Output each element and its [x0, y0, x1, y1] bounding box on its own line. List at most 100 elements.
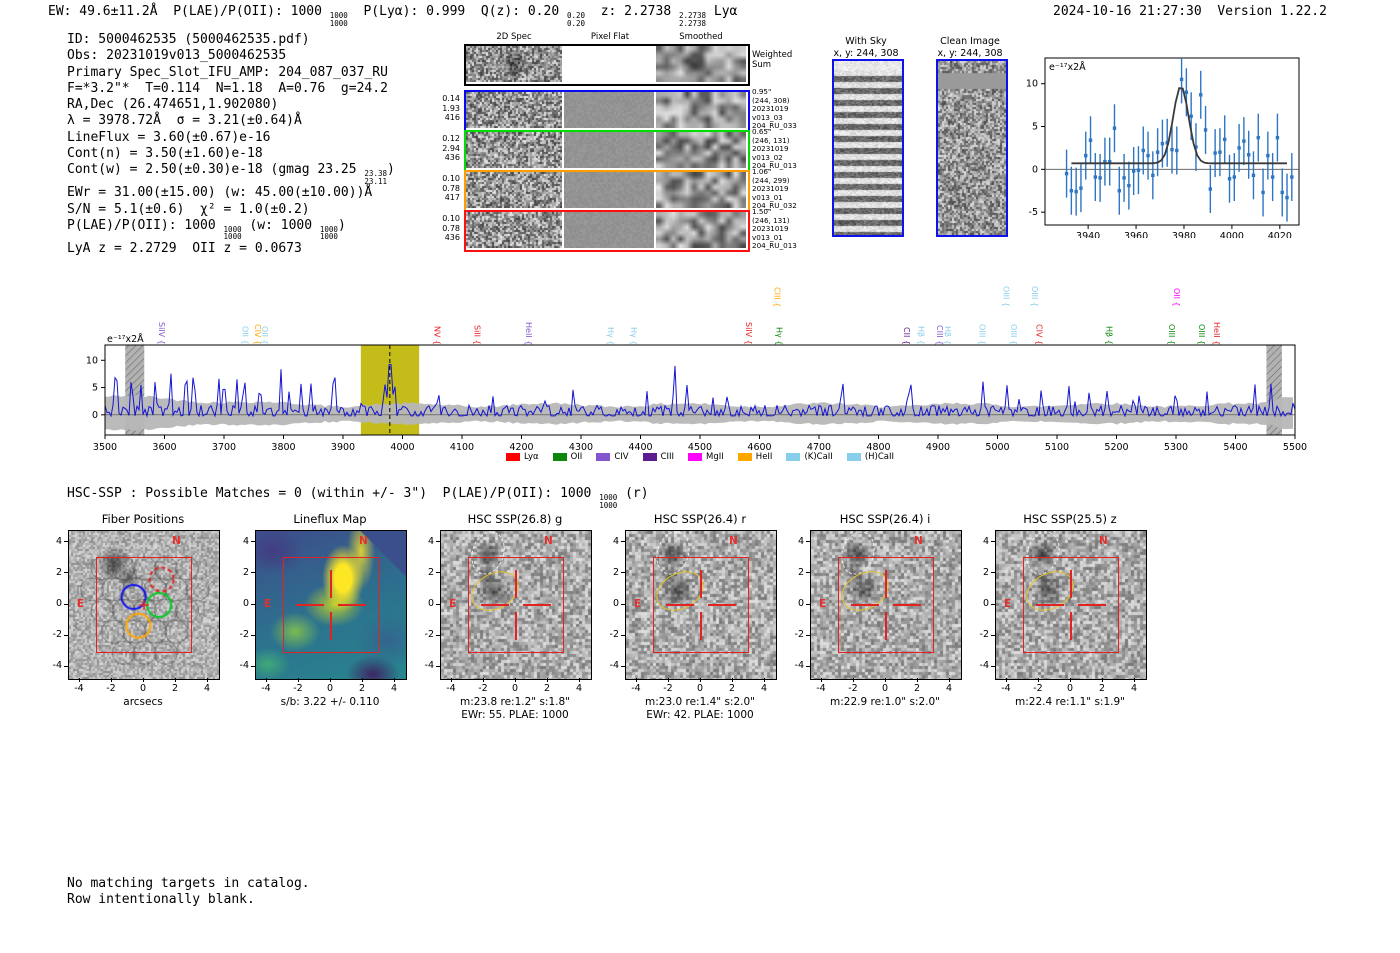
fit-ytick-label: 10: [1026, 79, 1038, 90]
compass-north: N: [172, 535, 181, 547]
x-tick-label: -2: [1033, 683, 1043, 694]
x-tick-label: -4: [816, 683, 826, 694]
spectrum-xtick-label: 5400: [1223, 442, 1247, 453]
y-tick: [991, 603, 995, 605]
spectrum-xtick-label: 4300: [569, 442, 593, 453]
line-label-OII: OII {: [1172, 288, 1182, 307]
spec2d-image: [466, 212, 562, 248]
line-label-OIII: OIII {: [977, 323, 987, 345]
x-tick-label: 0: [326, 683, 334, 694]
x-tick: [514, 678, 516, 682]
panel-title-hsc-z: HSC SSP(25.5) z: [1023, 512, 1117, 526]
line-label-CIV: CIV {: [252, 323, 262, 345]
x-tick: [297, 678, 299, 682]
y-tick: [251, 541, 255, 543]
spec2d-image: [656, 132, 746, 168]
panel-title-lineflux: Lineflux Map: [293, 512, 367, 526]
spectrum-corner-label: e⁻¹⁷x2Å: [107, 333, 144, 345]
line-label-OII: OII {: [260, 326, 270, 345]
compass-east: E: [264, 598, 272, 610]
panel-title-hsc-i: HSC SSP(26.4) i: [839, 512, 931, 526]
extent-square: [838, 557, 934, 653]
y-tick: [806, 572, 810, 574]
y-tick-label: 2: [427, 566, 434, 578]
info-line-0: ID: 5000462535 (5000462535.pdf): [67, 32, 310, 47]
fit-ytick-label: 0: [1032, 164, 1038, 175]
stacked-fraction: 23.38 23.11: [364, 169, 387, 186]
info-line-7: Cont(n) = 3.50(±1.60)e-18: [67, 146, 263, 162]
y-tick: [436, 634, 440, 636]
y-tick: [436, 541, 440, 543]
spec2d-row-right-labels-1: 0.65" (246, 131) 20231019 v013_02 204_RU_013: [752, 127, 797, 171]
y-tick-label: -4: [52, 660, 62, 672]
hsc-image-canvas: [626, 531, 776, 679]
spec2d-row-left-labels-0: 0.14 1.93 416: [442, 94, 460, 122]
crosshair-segment: [708, 604, 737, 606]
stacked-fraction: 1000 1000: [223, 224, 242, 242]
cutout-image-with_sky: [832, 59, 904, 237]
extent-square: [468, 557, 564, 653]
cutout-canvas-with_sky: [834, 61, 902, 235]
x-tick: [1005, 678, 1007, 682]
info-line-6: LineFlux = 3.60(±0.67)e-16: [67, 129, 271, 145]
fit-corner-label: e⁻¹⁷x2Å: [1049, 61, 1086, 73]
info-line-2: Primary Spec_Slot_IFU_AMP: 204_087_037_R…: [67, 64, 388, 80]
legend-item-Lyα: Lyα: [506, 452, 539, 462]
fit-xtick-label: 3940: [1076, 231, 1100, 238]
x-tick: [78, 678, 80, 682]
y-tick: [621, 665, 625, 667]
x-tick-label: 4: [390, 683, 398, 694]
x-tick-label: -2: [478, 683, 488, 694]
y-tick: [991, 541, 995, 543]
fiber-image-canvas: [69, 531, 219, 679]
line-label-Hγ: Hγ {: [628, 326, 638, 345]
panel-title-hsc-r: HSC SSP(26.4) r: [653, 512, 747, 526]
x-tick: [667, 678, 669, 682]
fit-xtick-label: 4000: [1220, 231, 1244, 238]
line-label-OIII: OIII {: [1009, 323, 1019, 345]
detection-highlight-band: [360, 345, 420, 435]
footer-line-1: No matching targets in catalog.: [67, 876, 310, 891]
y-tick: [436, 603, 440, 605]
x-tick-label: 4: [1130, 683, 1138, 694]
x-tick-label: -2: [106, 683, 116, 694]
spec2d-image: [466, 132, 562, 168]
y-tick: [621, 634, 625, 636]
line-label-SiIV: SiIV {: [157, 322, 167, 345]
y-tick: [621, 603, 625, 605]
line-label-Hβ: Hβ {: [916, 326, 926, 345]
x-tick-label: 4: [760, 683, 768, 694]
y-tick: [991, 665, 995, 667]
y-tick: [991, 634, 995, 636]
y-tick-label: 2: [982, 566, 989, 578]
x-tick-label: -4: [446, 683, 456, 694]
x-tick: [361, 678, 363, 682]
spectrum-xtick-label: 3600: [152, 442, 176, 453]
y-tick-label: -4: [424, 660, 434, 672]
panel-xlabel2-hsc-r: EWr: 42. PLAE: 1000: [646, 709, 754, 721]
panel-xlabel-hsc-z: m:22.4 re:1.1" s:1.9": [1015, 696, 1125, 708]
y-tick: [251, 634, 255, 636]
extent-square: [653, 557, 749, 653]
x-tick: [329, 678, 331, 682]
y-tick: [436, 665, 440, 667]
line-label-OIII: OIII {: [1197, 323, 1207, 345]
spec2d-image: [656, 46, 746, 82]
y-tick-label: -2: [424, 629, 434, 641]
emission-line-labels: SiIV {OII {CIV {OII {NV {SiII {HeII {Hγ …: [0, 266, 1400, 345]
stacked-fraction: 1000 1000: [329, 11, 348, 28]
legend-item-(H)CaII: (H)CaII: [846, 452, 894, 462]
y-tick: [64, 572, 68, 574]
crosshair-segment: [665, 604, 694, 606]
line-label-SiIV: SiIV {: [743, 322, 753, 345]
line-label-OIII: OIII {: [1029, 285, 1039, 307]
crosshair-segment: [1035, 604, 1064, 606]
x-tick: [1037, 678, 1039, 682]
x-tick-label: 2: [358, 683, 366, 694]
x-tick: [820, 678, 822, 682]
y-tick-label: 4: [427, 535, 434, 547]
spec2d-row-left-labels-3: 0.10 0.78 436: [442, 214, 460, 242]
x-tick: [731, 678, 733, 682]
